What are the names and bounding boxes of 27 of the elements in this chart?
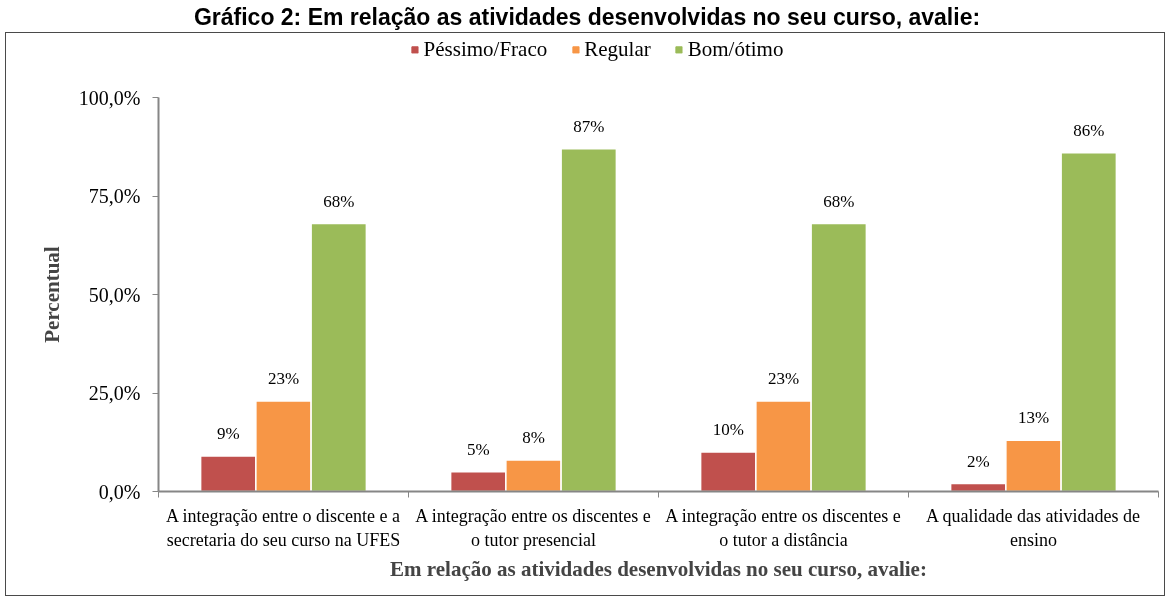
x-tick-label: A integração entre os discentes e o tutor a distância [665, 505, 901, 550]
data-label: 68% [823, 191, 855, 211]
data-label: 23% [267, 368, 300, 388]
legend-label: Regular [584, 36, 651, 62]
y-tick-label: 0,0% [98, 480, 141, 503]
data-label: 8% [522, 427, 545, 447]
x-tick-label: A integração entre o discente e a secretaria do seu curso na UFES [166, 505, 401, 550]
y-tick-label: 50,0% [88, 283, 141, 306]
data-label: 2% [966, 451, 990, 471]
data-label: 87% [573, 116, 605, 136]
chart-title: Gráfico 2: Em relação as atividades desenvolvidas no seu curso, avalie: [193, 3, 981, 30]
data-label: 10% [712, 420, 744, 440]
x-tick-label: A integração entre os discentes e o tutor presencial [415, 505, 651, 550]
data-label: 13% [1017, 408, 1050, 428]
data-label: 23% [767, 368, 800, 388]
data-label: 9% [216, 424, 240, 444]
y-tick-label: 100,0% [78, 86, 141, 109]
data-label: 5% [466, 439, 490, 459]
y-axis-title: Percentual [39, 246, 64, 343]
legend-label: Péssimo/Fraco [423, 36, 548, 62]
x-axis-title: Em relação as atividades desenvolvidas no seu curso, avalie: [390, 556, 927, 581]
y-tick-label: 75,0% [88, 185, 141, 207]
data-label: 86% [1073, 120, 1105, 140]
data-label: 68% [323, 191, 355, 211]
x-tick-label: A qualidade das atividades de ensino [926, 505, 1140, 550]
legend-label: Bom/ótimo [687, 36, 784, 62]
y-tick-label: 25,0% [88, 382, 141, 404]
